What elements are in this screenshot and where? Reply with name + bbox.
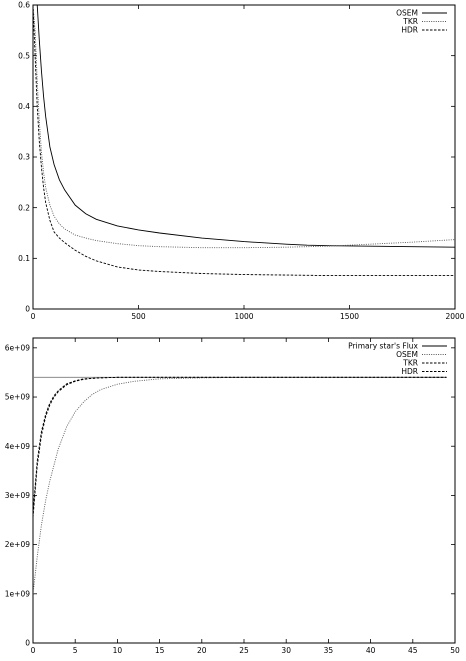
legend-label: HDR	[401, 26, 418, 35]
x-tick-label: 50	[450, 646, 460, 655]
x-tick-label: 1500	[340, 312, 359, 321]
y-tick-label: 3e+09	[5, 491, 30, 500]
x-tick-label: 5	[73, 646, 78, 655]
series-line-2	[33, 376, 447, 594]
x-tick-label: 30	[281, 646, 291, 655]
x-tick-label: 2000	[445, 312, 464, 321]
x-tick-label: 1000	[234, 312, 253, 321]
y-tick-label: 4e+09	[5, 442, 30, 451]
y-tick-label: 0.5	[18, 51, 30, 60]
series-line-1	[33, 5, 455, 248]
legend-label: OSEM	[396, 350, 418, 359]
legend-label: HDR	[401, 367, 418, 376]
legend-label: TKR	[402, 17, 418, 26]
y-tick-label: 1e+09	[5, 589, 30, 598]
x-tick-label: 25	[239, 646, 249, 655]
x-tick-label: 40	[366, 646, 376, 655]
legend-label: TKR	[402, 359, 418, 368]
y-tick-label: 0.6	[18, 1, 30, 10]
plot-frame	[32, 4, 456, 310]
series-line-2	[33, 5, 455, 249]
x-tick-label: 45	[408, 646, 418, 655]
y-tick-label: 0	[25, 639, 30, 648]
plot-frame	[32, 337, 456, 644]
y-tick-label: 5e+09	[5, 393, 30, 402]
y-tick-label: 2e+09	[5, 540, 30, 549]
series-group	[33, 376, 447, 594]
x-tick-label: 10	[113, 646, 123, 655]
series-line-3	[33, 5, 455, 277]
series-line-3	[33, 376, 447, 513]
y-tick-label: 0.4	[18, 102, 30, 111]
chart-2: 0 5 10 15 20 25 30 35 40 45 50 0 1e+09 2e+09 3e+09 4e+0…	[5, 337, 460, 655]
y-tick-label: 6e+09	[5, 343, 30, 352]
x-tick-label: 0	[31, 312, 36, 321]
y-tick-label: 0.3	[18, 153, 30, 162]
x-tick-label: 20	[197, 646, 207, 655]
y-tick-label: 0.1	[18, 254, 30, 263]
legend-label: OSEM	[396, 9, 418, 18]
chart-1: 0 500 1000 1500 2000 0 0.1 0.2 0.3 0.4 0.5 0.6 OSEMT…	[18, 1, 465, 321]
legend-label: Primary star's Flux	[348, 342, 418, 351]
series-line-4	[33, 376, 447, 518]
y-tick-label: 0	[25, 305, 30, 314]
x-tick-label: 15	[155, 646, 165, 655]
y-tick-label: 0.2	[18, 203, 30, 212]
x-tick-label: 0	[31, 646, 36, 655]
x-tick-label: 35	[324, 646, 334, 655]
series-group	[33, 5, 455, 277]
x-tick-label: 500	[131, 312, 146, 321]
